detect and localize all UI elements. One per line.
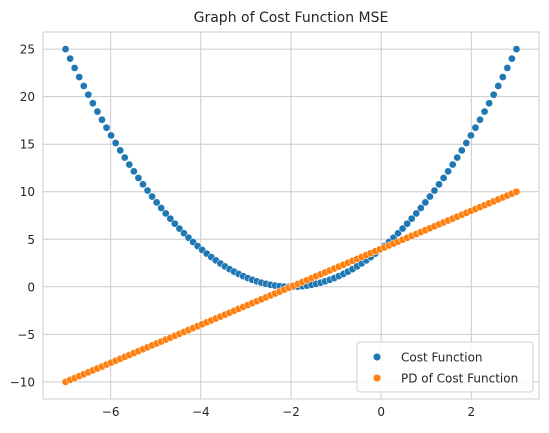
data-point: [439, 174, 448, 182]
legend-marker: [372, 373, 382, 383]
legend-label: PD of Cost Function: [401, 372, 518, 386]
legend-label: Cost Function: [401, 351, 483, 365]
x-tick-label: 0: [377, 405, 385, 419]
data-point: [512, 45, 521, 53]
y-axis-tick-labels: −10 −5 0 5 10 15 20 25: [10, 43, 35, 390]
data-point: [394, 229, 402, 238]
data-point: [111, 139, 120, 147]
data-point: [412, 209, 421, 218]
data-point: [494, 82, 503, 90]
data-point: [98, 115, 106, 124]
data-point: [407, 214, 416, 223]
data-point: [453, 153, 462, 162]
data-point: [66, 54, 74, 63]
data-point: [120, 153, 129, 162]
data-point: [489, 90, 498, 99]
series-pd-cost-function: [61, 187, 521, 386]
data-point: [166, 214, 175, 223]
data-point: [130, 167, 138, 176]
y-tick-label: 15: [20, 138, 35, 152]
data-point: [471, 123, 480, 132]
data-point: [171, 219, 179, 228]
y-tick-label: 5: [27, 233, 35, 247]
data-point: [448, 160, 457, 169]
data-point: [107, 131, 115, 140]
data-point: [416, 204, 425, 212]
data-point: [430, 186, 439, 195]
x-tick-label: −4: [192, 405, 210, 419]
data-point: [512, 187, 521, 196]
data-point: [426, 192, 434, 201]
y-tick-label: 20: [20, 90, 35, 104]
data-point: [175, 224, 184, 233]
data-point: [398, 224, 407, 233]
data-point: [498, 73, 507, 81]
data-point: [457, 146, 466, 155]
data-point: [79, 82, 88, 90]
data-point: [435, 180, 443, 189]
data-point: [467, 131, 475, 140]
plot-frame: [42, 31, 540, 400]
data-point: [102, 123, 111, 132]
data-point: [70, 64, 79, 72]
data-point: [89, 99, 97, 108]
x-tick-label: −6: [102, 405, 120, 419]
data-point: [161, 209, 170, 218]
data-point: [125, 160, 134, 169]
data-point: [476, 115, 484, 124]
legend: Cost Function PD of Cost Function: [356, 341, 534, 393]
data-point: [508, 54, 516, 63]
data-point: [134, 174, 143, 182]
x-axis-tick-labels: −6 −4 −2 0 2: [102, 405, 475, 419]
data-point: [116, 146, 125, 155]
data-point: [444, 167, 452, 176]
plot-area: [42, 31, 540, 400]
data-point: [148, 192, 156, 201]
data-point: [485, 99, 493, 108]
data-point: [75, 73, 84, 81]
legend-box: [356, 341, 534, 393]
y-tick-label: 0: [27, 280, 35, 294]
data-point: [61, 45, 70, 53]
y-tick-label: −10: [10, 375, 35, 389]
data-marks: [61, 45, 521, 386]
data-point: [93, 107, 102, 116]
data-point: [503, 64, 512, 72]
data-point: [139, 180, 147, 189]
chart-title: Graph of Cost Function MSE: [194, 10, 389, 26]
data-point: [480, 107, 489, 116]
data-point: [462, 139, 471, 147]
x-tick-label: −2: [282, 405, 300, 419]
grid-lines: [43, 32, 539, 399]
data-point: [143, 186, 152, 195]
data-point: [403, 219, 411, 228]
data-point: [421, 198, 430, 207]
y-tick-label: 25: [20, 43, 35, 57]
legend-marker: [372, 352, 382, 362]
y-tick-label: −5: [17, 328, 35, 342]
data-point: [157, 204, 166, 212]
y-tick-label: 10: [20, 185, 35, 199]
data-point: [84, 90, 93, 99]
x-tick-label: 2: [468, 405, 476, 419]
data-point: [152, 198, 161, 207]
